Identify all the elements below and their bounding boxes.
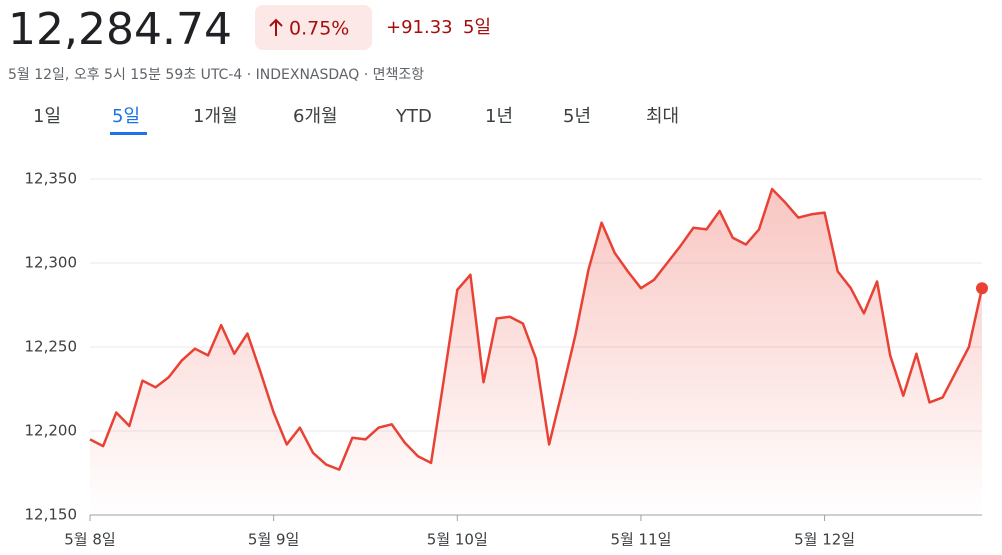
tab[interactable]: 5년 bbox=[563, 106, 591, 127]
y-tick-label: 12,200 bbox=[25, 422, 78, 440]
tab[interactable]: 최대 bbox=[646, 106, 679, 127]
x-tick-label: 5월 10일 bbox=[427, 531, 488, 549]
price: 12,284.74 bbox=[8, 4, 232, 55]
chart: 12,150 12,200 12,250 12,300 12,350 5월 8일 5월 9일… bbox=[25, 170, 988, 549]
tab[interactable]: 1일 bbox=[33, 106, 61, 127]
subtitle: 5월 12일, 오후 5시 15분 59초 UTC-4 · INDEXNASDA… bbox=[8, 67, 424, 83]
x-tick-label: 5월 12일 bbox=[794, 531, 855, 549]
y-tick-label: 12,250 bbox=[25, 338, 78, 356]
active-tab-indicator bbox=[110, 132, 147, 135]
period: 5일 bbox=[463, 17, 491, 38]
tab[interactable]: 6개월 bbox=[293, 106, 338, 127]
tab[interactable]: 1개월 bbox=[193, 106, 238, 127]
tab[interactable]: 1년 bbox=[485, 106, 513, 127]
x-tick-label: 5월 9일 bbox=[248, 531, 299, 549]
change-pill bbox=[255, 5, 372, 50]
y-tick-label: 12,350 bbox=[25, 170, 78, 188]
line bbox=[89, 187, 984, 471]
change: +91.33 bbox=[386, 17, 453, 38]
up-arrow bbox=[269, 18, 283, 36]
area bbox=[90, 189, 982, 515]
y-tick-label: 12,150 bbox=[25, 506, 78, 524]
change-percent: 0.75% bbox=[289, 18, 349, 40]
y-tick-label: 12,300 bbox=[25, 254, 78, 272]
tabs: 1일 5일 1개월 6개월 YTD 1년 5년 최대 bbox=[33, 106, 679, 127]
tab[interactable]: YTD bbox=[395, 106, 432, 127]
x-tick-label: 5월 11일 bbox=[610, 531, 671, 549]
tab[interactable]: 5일 bbox=[112, 106, 140, 127]
x-tick-label: 5월 8일 bbox=[64, 531, 115, 549]
end-point bbox=[976, 282, 988, 295]
